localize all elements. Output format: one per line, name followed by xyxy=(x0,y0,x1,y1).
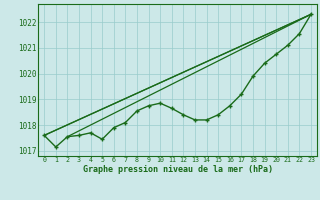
X-axis label: Graphe pression niveau de la mer (hPa): Graphe pression niveau de la mer (hPa) xyxy=(83,165,273,174)
